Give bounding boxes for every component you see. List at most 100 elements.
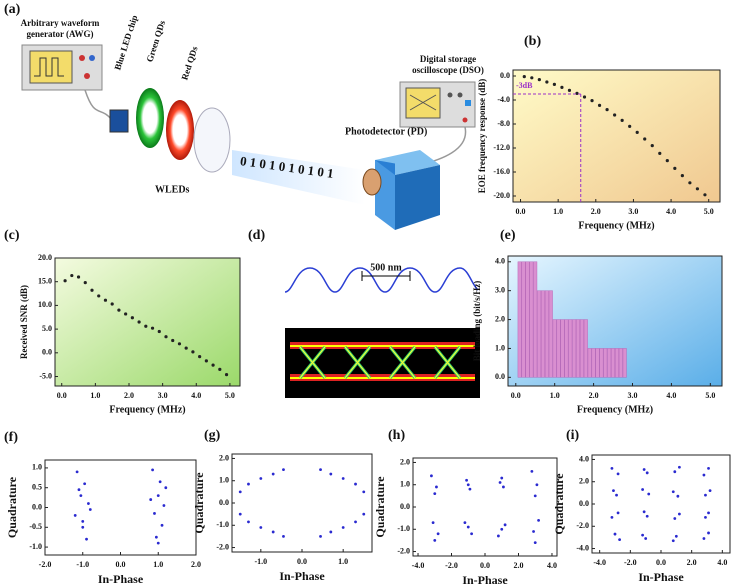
point	[533, 494, 537, 498]
point	[433, 492, 437, 496]
point	[645, 514, 649, 518]
panel-label: (e)	[500, 228, 516, 243]
plot-frame	[54, 257, 241, 387]
point	[247, 482, 250, 486]
x-tick-label: 2.0	[191, 560, 201, 569]
x-tick-label: 0.0	[511, 391, 521, 400]
point	[616, 511, 620, 515]
lens	[193, 107, 231, 173]
point	[83, 482, 87, 486]
point	[671, 539, 675, 543]
bar	[591, 348, 596, 378]
panel-label: (g)	[204, 428, 221, 443]
x-tick-label: 4.0	[547, 561, 557, 570]
x-tick-label: 0.0	[516, 207, 526, 216]
bar	[560, 319, 565, 378]
x-tick-label: -1.0	[76, 560, 89, 569]
x-tick-label: -2.0	[39, 560, 52, 569]
y-tick-label: -4.0	[497, 95, 510, 104]
point	[247, 520, 250, 524]
point	[83, 281, 87, 285]
y-tick-label: 2.0	[219, 453, 229, 462]
x-tick-label: 0.0	[57, 391, 67, 400]
awg-label: Arbitrary waveform	[21, 18, 100, 28]
point	[198, 355, 202, 359]
point	[73, 514, 77, 517]
x-tick-label: 0.0	[116, 560, 126, 569]
point	[154, 535, 158, 539]
point	[156, 494, 160, 498]
y-tick-label: -8.0	[497, 119, 510, 128]
x-tick-label: 0.0	[480, 561, 490, 570]
dso-label: Digital storage	[420, 54, 476, 64]
bar	[541, 290, 545, 378]
x-tick-label: 2.0	[591, 207, 601, 216]
point	[671, 490, 675, 494]
panel-label: (c)	[4, 228, 20, 243]
point	[500, 527, 504, 531]
x-tick-label: 5.0	[225, 391, 235, 400]
point	[70, 273, 74, 278]
point	[88, 508, 92, 511]
point	[430, 474, 433, 478]
point	[362, 512, 366, 516]
point	[673, 166, 677, 170]
point	[171, 338, 175, 343]
bar	[537, 290, 542, 378]
bar	[618, 348, 623, 378]
x-tick-label: 5.0	[705, 391, 715, 400]
red-qd	[166, 100, 194, 160]
point	[90, 288, 94, 292]
period-marker	[361, 271, 411, 281]
point	[130, 316, 134, 320]
point	[643, 137, 647, 141]
point	[503, 523, 507, 527]
point	[329, 530, 333, 534]
y-axis-label: Received SNR (dB)	[19, 285, 29, 359]
point	[703, 193, 707, 197]
point	[151, 468, 154, 472]
bar	[583, 319, 588, 378]
point	[496, 534, 500, 538]
point	[431, 521, 435, 524]
x-tick-label: 1.0	[550, 391, 560, 400]
led-chip	[109, 109, 129, 133]
period-label: 500 nm	[370, 262, 402, 273]
bar	[576, 319, 580, 378]
point	[535, 483, 539, 487]
y-tick-label: 0.0	[42, 348, 52, 357]
y-tick-label: 1.0	[219, 476, 229, 485]
x-tick-label: -4.0	[412, 561, 425, 570]
point	[158, 480, 162, 484]
y-tick-label: -12.0	[493, 143, 510, 152]
point	[616, 472, 620, 476]
point	[695, 187, 700, 191]
point	[77, 488, 81, 492]
bar	[607, 348, 612, 378]
bar	[564, 319, 569, 378]
x-axis-label: Frequency (MHz)	[578, 220, 654, 231]
point	[702, 473, 706, 477]
point	[436, 532, 440, 536]
x-tick-label: 1.0	[90, 391, 100, 400]
y-axis-label: Bit loading (bit/s/Hz)	[472, 281, 482, 362]
point	[530, 76, 534, 80]
bar	[525, 261, 530, 378]
x-axis-label: Frequency (MHz)	[109, 404, 185, 415]
point	[678, 512, 681, 516]
point	[537, 518, 540, 522]
point	[628, 124, 632, 128]
point	[707, 466, 710, 470]
y-tick-label: 1.0	[400, 480, 410, 489]
point	[610, 466, 614, 470]
y-tick-label: 0.0	[500, 71, 510, 80]
x-axis-label: In-Phase	[98, 572, 144, 586]
point	[87, 502, 90, 505]
point	[184, 346, 188, 350]
point	[658, 151, 662, 155]
bar	[603, 348, 608, 378]
x-tick-label: 4.0	[191, 391, 201, 400]
cable	[84, 89, 113, 121]
point	[162, 504, 166, 507]
bar	[552, 319, 557, 378]
